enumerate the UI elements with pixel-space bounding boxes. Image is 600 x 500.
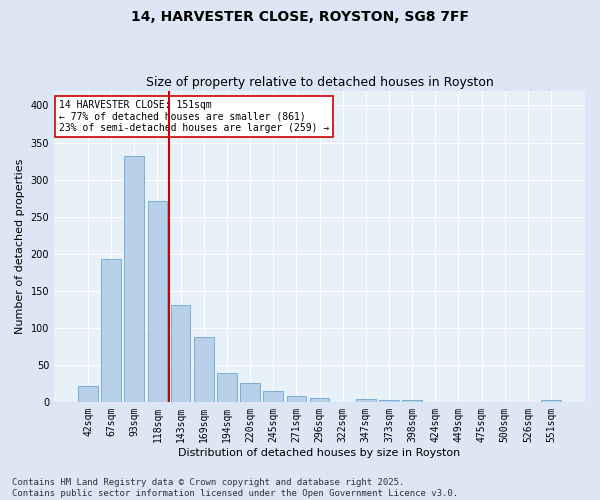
Title: Size of property relative to detached houses in Royston: Size of property relative to detached ho…	[146, 76, 493, 90]
X-axis label: Distribution of detached houses by size in Royston: Distribution of detached houses by size …	[178, 448, 461, 458]
Bar	[148, 201, 167, 402]
Bar	[541, 400, 561, 402]
Bar	[240, 384, 260, 402]
Bar	[263, 392, 283, 402]
Bar	[101, 259, 121, 402]
Bar	[194, 336, 214, 402]
Bar	[171, 305, 190, 402]
Bar	[402, 400, 422, 402]
Bar	[356, 399, 376, 402]
Bar	[217, 373, 237, 402]
Text: 14 HARVESTER CLOSE: 151sqm
← 77% of detached houses are smaller (861)
23% of sem: 14 HARVESTER CLOSE: 151sqm ← 77% of deta…	[59, 100, 329, 133]
Bar	[287, 396, 306, 402]
Text: Contains HM Land Registry data © Crown copyright and database right 2025.
Contai: Contains HM Land Registry data © Crown c…	[12, 478, 458, 498]
Bar	[379, 400, 399, 402]
Y-axis label: Number of detached properties: Number of detached properties	[15, 158, 25, 334]
Bar	[78, 386, 98, 402]
Text: 14, HARVESTER CLOSE, ROYSTON, SG8 7FF: 14, HARVESTER CLOSE, ROYSTON, SG8 7FF	[131, 10, 469, 24]
Bar	[124, 156, 144, 402]
Bar	[310, 398, 329, 402]
